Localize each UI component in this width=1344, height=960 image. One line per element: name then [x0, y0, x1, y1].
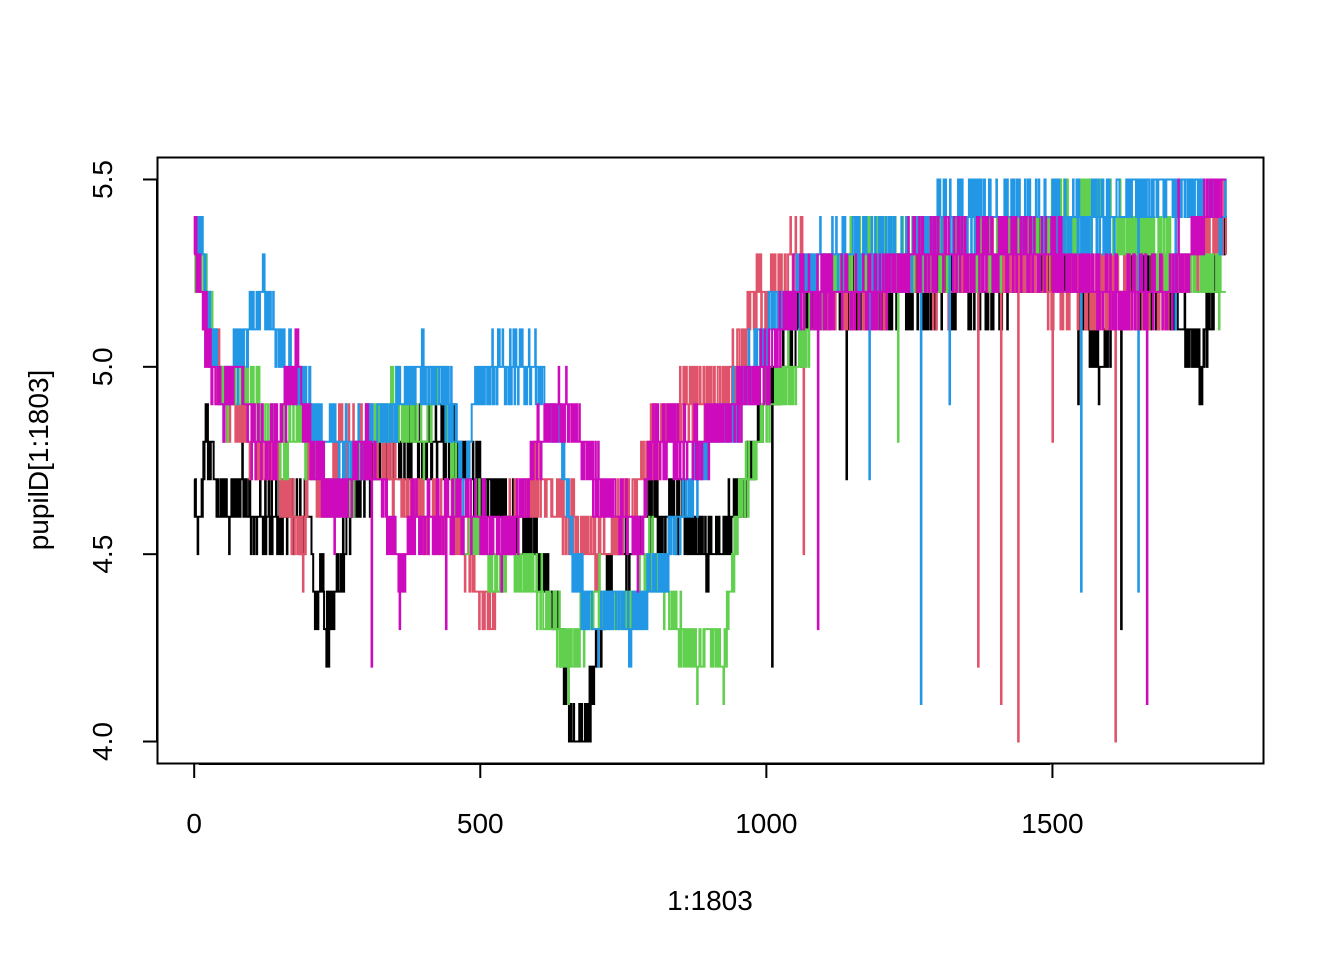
series-line-5 — [193, 178, 1226, 706]
x-tick-label: 1000 — [735, 808, 797, 839]
y-tick-label: 4.5 — [87, 535, 118, 574]
x-tick-label: 500 — [457, 808, 504, 839]
y-tick-label: 5.0 — [87, 347, 118, 386]
y-tick-label: 4.0 — [87, 722, 118, 761]
x-axis: 0 500 1000 1500 — [186, 763, 1084, 839]
x-axis-title: 1:1803 — [667, 885, 753, 916]
y-tick-label: 5.5 — [87, 160, 118, 199]
y-axis: 4.0 4.5 5.0 5.5 — [87, 160, 158, 761]
series-layer — [193, 178, 1227, 743]
y-axis-title: pupilD[1:1803] — [23, 370, 54, 551]
x-tick-label: 1500 — [1021, 808, 1083, 839]
x-tick-label: 0 — [186, 808, 202, 839]
